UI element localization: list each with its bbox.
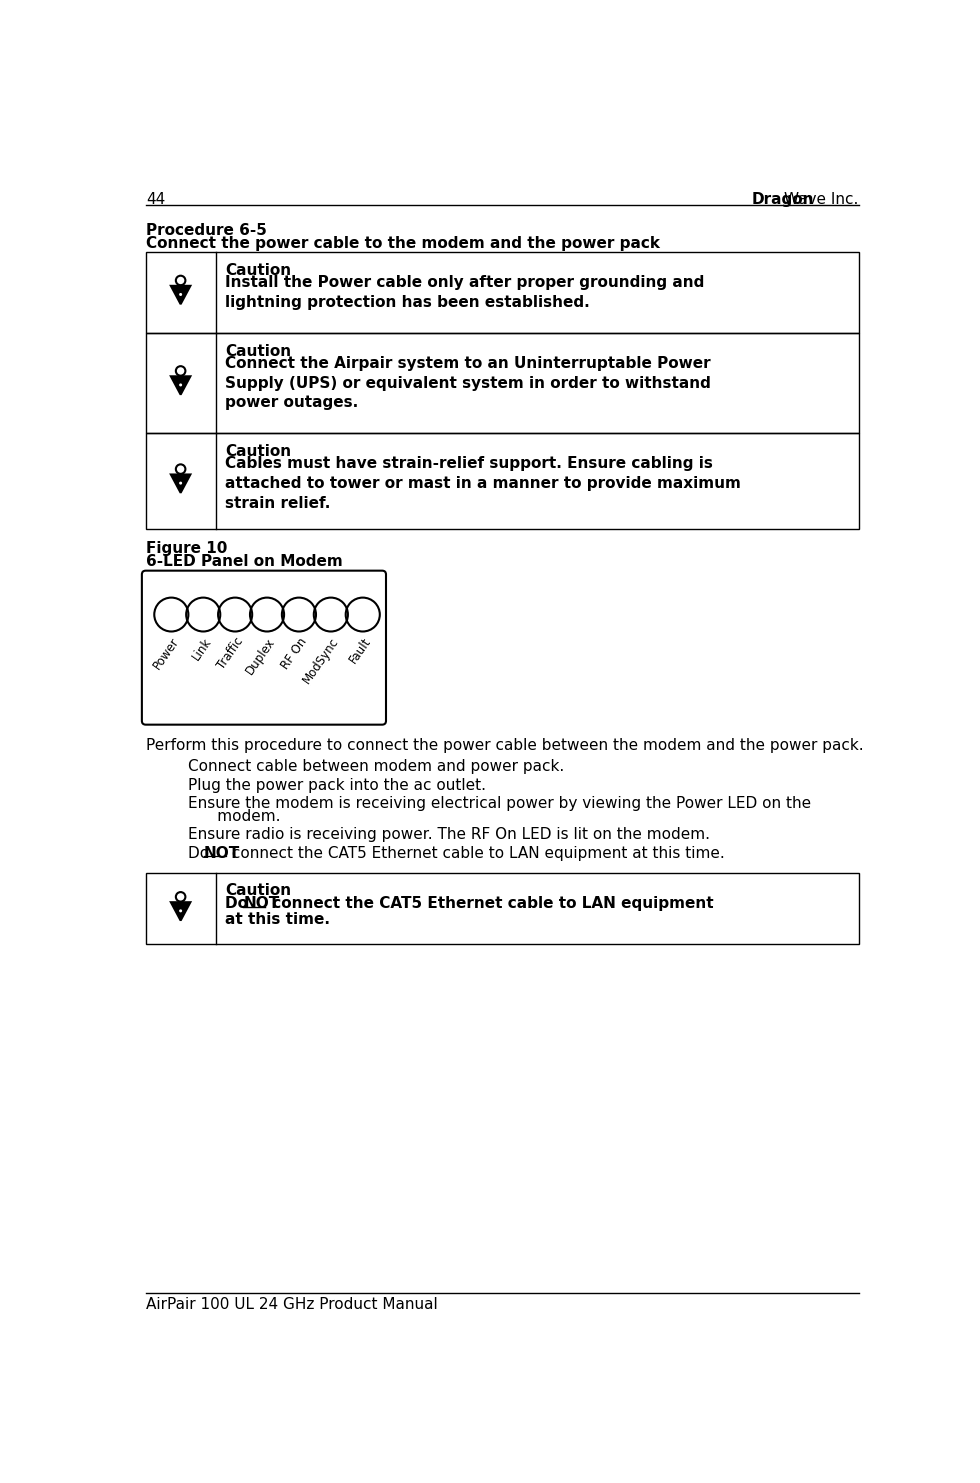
Text: connect the CAT5 Ethernet cable to LAN equipment at this time.: connect the CAT5 Ethernet cable to LAN e…: [227, 845, 725, 860]
Text: Link: Link: [189, 635, 214, 663]
Text: ModSync: ModSync: [301, 635, 341, 687]
Text: Cables must have strain-relief support. Ensure cabling is
attached to tower or m: Cables must have strain-relief support. …: [224, 455, 741, 510]
Circle shape: [179, 384, 182, 387]
Text: Traffic: Traffic: [215, 635, 246, 672]
Text: Caution: Caution: [224, 262, 291, 277]
Polygon shape: [171, 377, 190, 394]
Text: Connect the Airpair system to an Uninterruptable Power
Supply (UPS) or equivalen: Connect the Airpair system to an Uninter…: [224, 356, 710, 411]
Text: Connect the power cable to the modem and the power pack: Connect the power cable to the modem and…: [146, 236, 660, 252]
Text: connect the CAT5 Ethernet cable to LAN equipment: connect the CAT5 Ethernet cable to LAN e…: [267, 896, 713, 912]
Text: Do: Do: [224, 896, 253, 912]
Text: Duplex: Duplex: [243, 635, 277, 676]
Text: Perform this procedure to connect the power cable between the modem and the powe: Perform this procedure to connect the po…: [146, 737, 863, 753]
Text: Ensure radio is receiving power. The RF On LED is lit on the modem.: Ensure radio is receiving power. The RF …: [188, 828, 710, 842]
Text: Install the Power cable only after proper grounding and
lightning protection has: Install the Power cable only after prope…: [224, 274, 705, 310]
Text: Do: Do: [188, 845, 215, 860]
Polygon shape: [171, 286, 190, 304]
Text: RF On: RF On: [278, 635, 310, 672]
Text: Power: Power: [151, 635, 182, 672]
Text: Fault: Fault: [347, 635, 373, 666]
Polygon shape: [171, 475, 190, 492]
Text: AirPair 100 UL 24 GHz Product Manual: AirPair 100 UL 24 GHz Product Manual: [146, 1296, 437, 1312]
Polygon shape: [171, 902, 190, 921]
Text: Caution: Caution: [224, 344, 291, 359]
Text: Dragon: Dragon: [752, 191, 813, 206]
Text: NOT: NOT: [243, 896, 279, 912]
Circle shape: [179, 482, 182, 485]
Text: modem.: modem.: [188, 808, 281, 823]
Text: Connect cable between modem and power pack.: Connect cable between modem and power pa…: [188, 759, 564, 774]
Text: at this time.: at this time.: [224, 912, 330, 927]
Text: Caution: Caution: [224, 443, 291, 458]
Text: 6-LED Panel on Modem: 6-LED Panel on Modem: [146, 555, 342, 569]
Text: Figure 10: Figure 10: [146, 541, 227, 556]
Text: Procedure 6-5: Procedure 6-5: [146, 222, 267, 237]
Text: Wave Inc.: Wave Inc.: [784, 191, 858, 206]
Text: Ensure the modem is receiving electrical power by viewing the Power LED on the: Ensure the modem is receiving electrical…: [188, 796, 811, 811]
Text: 44: 44: [146, 191, 165, 206]
Text: NOT: NOT: [204, 845, 240, 860]
Text: Caution: Caution: [224, 882, 291, 897]
Text: Plug the power pack into the ac outlet.: Plug the power pack into the ac outlet.: [188, 777, 486, 793]
Circle shape: [179, 909, 182, 912]
Circle shape: [179, 294, 182, 297]
